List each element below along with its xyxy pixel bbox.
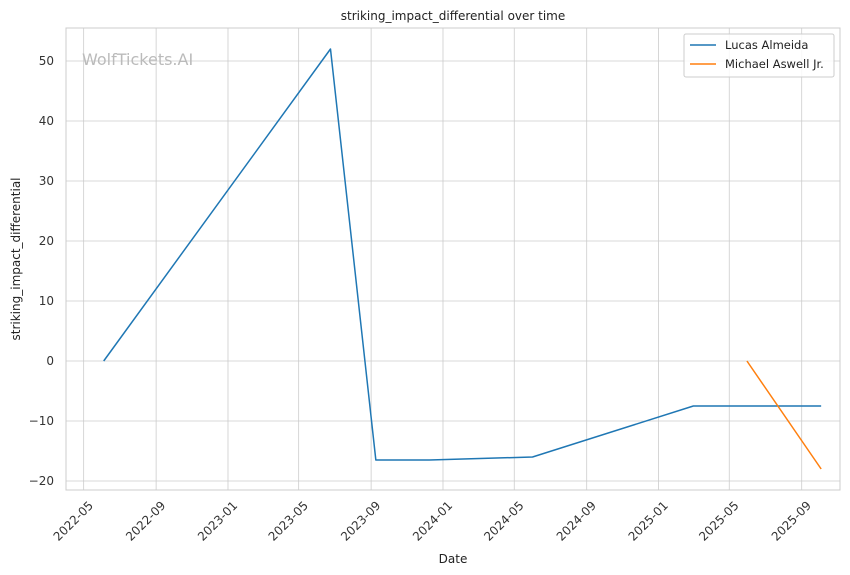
y-tick-label: 40 xyxy=(39,114,54,128)
x-tick-label: 2023-09 xyxy=(338,498,383,543)
chart-title: striking_impact_differential over time xyxy=(341,9,566,23)
legend-label: Lucas Almeida xyxy=(725,38,808,52)
x-tick-label: 2025-05 xyxy=(696,498,741,543)
series-line xyxy=(103,48,822,461)
y-tick-label: −10 xyxy=(29,414,54,428)
x-tick-label: 2024-09 xyxy=(554,498,599,543)
y-tick-label: 30 xyxy=(39,174,54,188)
series-lines xyxy=(103,48,822,470)
legend: Lucas Almeida Michael Aswell Jr. xyxy=(683,33,835,78)
y-tick-label: −20 xyxy=(29,474,54,488)
x-tick-label: 2025-01 xyxy=(626,498,671,543)
y-tick-label: 50 xyxy=(39,54,54,68)
watermark: WolfTickets.AI xyxy=(82,50,193,69)
legend-label: Michael Aswell Jr. xyxy=(725,57,824,71)
x-tick-labels: 2022-05 2022-09 2023-01 2023-05 2023-09 2024-… xyxy=(51,498,814,543)
x-tick-label: 2025-09 xyxy=(769,498,814,543)
y-tick-label: 20 xyxy=(39,234,54,248)
grid-lines xyxy=(66,28,840,490)
x-axis-title: Date xyxy=(439,552,468,566)
y-tick-label: 0 xyxy=(46,354,54,368)
y-tick-labels: 50 40 30 20 10 0 −10 −20 xyxy=(29,54,54,488)
x-tick-label: 2023-01 xyxy=(195,498,240,543)
series-line xyxy=(746,360,822,470)
x-tick-label: 2022-09 xyxy=(123,498,168,543)
plot-frame xyxy=(65,27,841,491)
legend-box xyxy=(683,33,835,78)
y-axis-title: striking_impact_differential xyxy=(9,177,23,340)
x-tick-label: 2024-01 xyxy=(410,498,455,543)
x-tick-label: 2022-05 xyxy=(51,498,96,543)
x-tick-label: 2024-05 xyxy=(481,498,526,543)
x-tick-label: 2023-05 xyxy=(266,498,311,543)
y-tick-label: 10 xyxy=(39,294,54,308)
